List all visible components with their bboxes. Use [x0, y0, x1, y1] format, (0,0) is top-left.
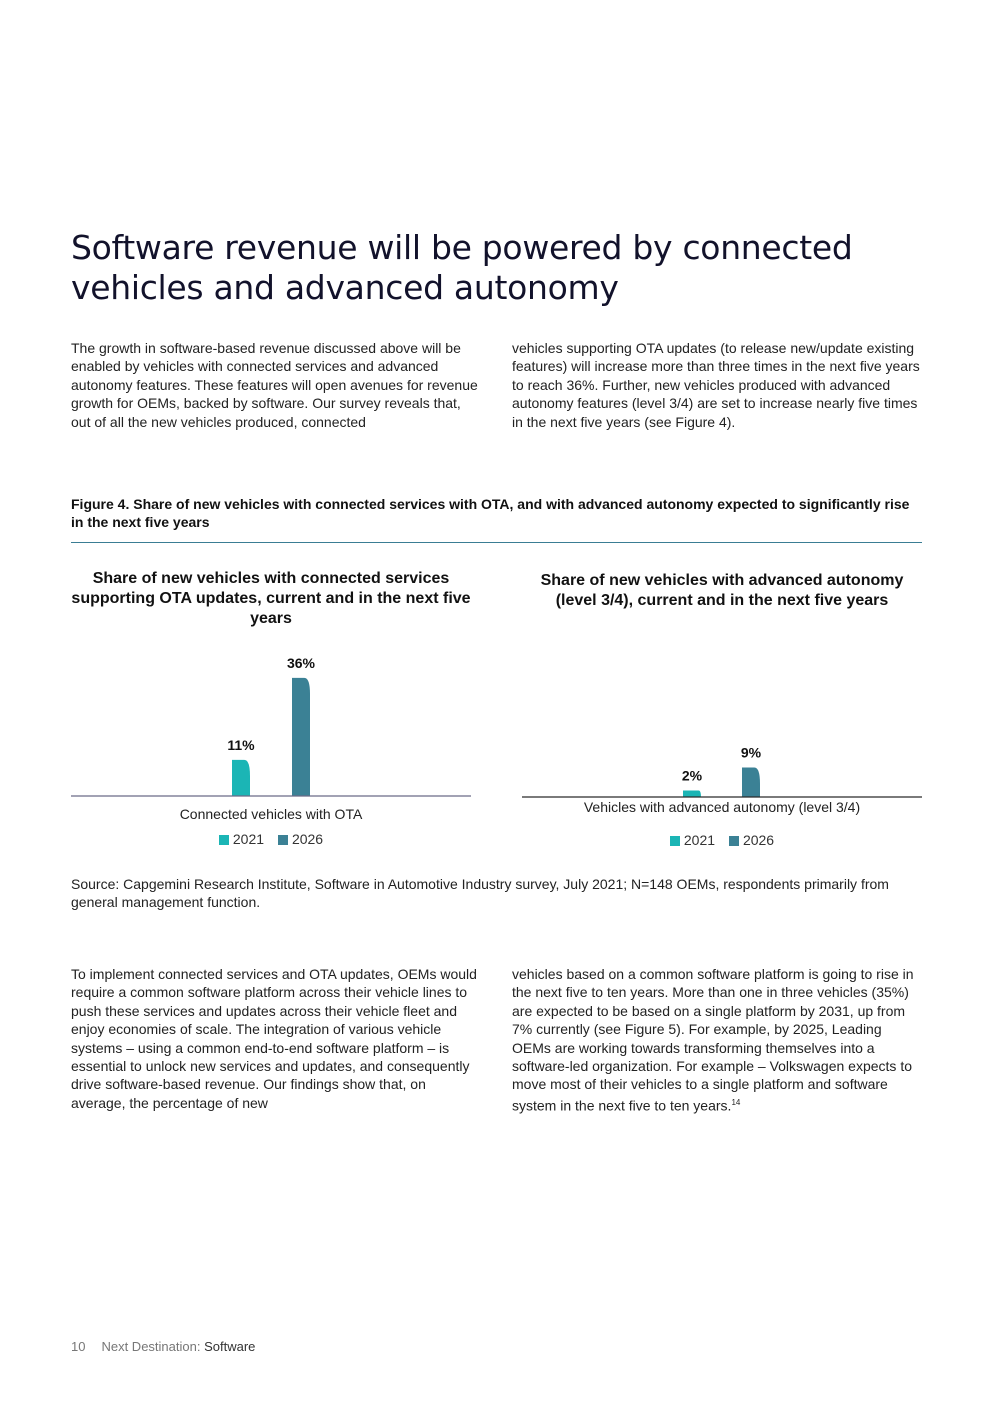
legend-swatch-2021: [669, 836, 680, 846]
legend-item-2026: 2026: [277, 831, 324, 847]
data-label-autonomy-2021: 2%: [682, 767, 703, 783]
chart-ota-plot: 11% 36% Connected vehicles with OTA: [71, 655, 471, 822]
publication-prefix: Next Destination:: [101, 1339, 201, 1354]
chart-autonomy-title: Share of new vehicles with advanced auto…: [540, 572, 904, 609]
bar-ota-2021: [232, 759, 250, 796]
chart-autonomy-plot: 2% 9% Vehicles with advanced autonomy (lev…: [522, 744, 922, 815]
bar-autonomy-2021: [683, 790, 701, 797]
bar-ota-2026: [292, 677, 310, 796]
body-paragraph-right: vehicles based on a common software plat…: [512, 965, 924, 1115]
chart-autonomy: Share of new vehicles with advanced auto…: [521, 560, 923, 860]
data-label-autonomy-2026: 9%: [741, 744, 762, 760]
chart-ota-title: Share of new vehicles with connected ser…: [71, 570, 471, 627]
figure-source: Source: Capgemini Research Institute, So…: [71, 876, 889, 911]
data-label-ota-2026: 36%: [287, 655, 316, 671]
legend-label-2021: 2021: [683, 832, 716, 848]
intro-paragraph-right: vehicles supporting OTA updates (to rele…: [512, 340, 920, 430]
intro-paragraph-left: The growth in software-based revenue dis…: [71, 340, 478, 430]
legend-swatch-2026: [277, 835, 288, 845]
category-label-ota: Connected vehicles with OTA: [180, 806, 363, 822]
legend-label-2021: 2021: [232, 831, 265, 847]
legend-label-2026: 2026: [742, 832, 775, 848]
page-number: 10: [71, 1339, 86, 1354]
body-paragraph-left: To implement connected services and OTA …: [71, 966, 477, 1111]
legend-item-2026: 2026: [728, 832, 775, 848]
figure-title: Figure 4. Share of new vehicles with con…: [71, 496, 910, 530]
body-paragraph-right-text: vehicles based on a common software plat…: [512, 966, 914, 1114]
category-label-autonomy: Vehicles with advanced autonomy (level 3…: [584, 799, 860, 815]
legend-item-2021: 2021: [218, 831, 265, 847]
footnote-marker: 14: [731, 1097, 741, 1107]
chart-autonomy-legend: 2021 2026: [521, 832, 923, 848]
data-label-ota-2021: 11%: [227, 737, 255, 753]
legend-swatch-2021: [218, 835, 229, 845]
legend-label-2026: 2026: [291, 831, 324, 847]
chart-ota-legend: 2021 2026: [70, 831, 472, 847]
page-footer: 10 Next Destination: Software: [71, 1339, 255, 1354]
figure-divider: [71, 542, 922, 543]
publication-topic: Software: [204, 1339, 256, 1354]
chart-ota: Share of new vehicles with connected ser…: [70, 560, 472, 860]
page-heading: Software revenue will be powered by conn…: [71, 228, 853, 307]
bar-autonomy-2026: [742, 767, 760, 797]
legend-item-2021: 2021: [669, 832, 716, 848]
legend-swatch-2026: [728, 836, 739, 846]
